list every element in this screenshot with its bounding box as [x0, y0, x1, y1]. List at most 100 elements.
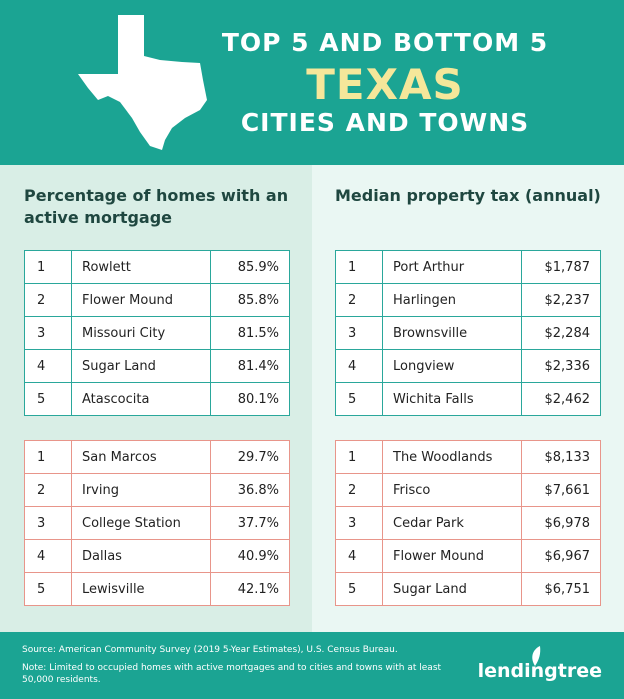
table-row: 1 Rowlett 85.9%: [24, 250, 290, 284]
table-cell: 4: [24, 349, 72, 383]
column-heading: Median property tax (annual): [335, 186, 601, 205]
table-cell: $1,787: [521, 250, 601, 284]
table-row: 3 Cedar Park $6,978: [335, 506, 601, 540]
table-cell: 5: [24, 572, 72, 606]
table-cell: 1: [335, 250, 383, 284]
source-note: Source: American Community Survey (2019 …: [22, 645, 398, 655]
table-cell: $2,462: [521, 382, 601, 416]
table-cell: 5: [335, 572, 383, 606]
footnote: Note: Limited to occupied homes with act…: [22, 663, 442, 685]
texas-shape: [78, 15, 207, 150]
table-cell: $2,336: [521, 349, 601, 383]
logo-text: lendingtree: [477, 660, 602, 682]
table-cell: 4: [335, 349, 383, 383]
table-cell: Port Arthur: [382, 250, 522, 284]
table-cell: 5: [24, 382, 72, 416]
table-row: 5 Atascocita 80.1%: [24, 382, 290, 416]
title-line: TEXAS: [306, 60, 464, 109]
ranking-table: 1 The Woodlands $8,133 2 Frisco $7,661 3 Cedar …: [335, 440, 601, 606]
table-cell: 40.9%: [210, 539, 290, 573]
ranking-table: 1 San Marcos 29.7% 2 Irving 36.8% 3 College Sta…: [24, 440, 290, 606]
ranking-table: 1 Rowlett 85.9% 2 Flower Mound 85.8% 3 Missouri…: [24, 250, 290, 416]
footer: Source: American Community Survey (2019 …: [0, 632, 624, 699]
table-cell: 85.9%: [210, 250, 290, 284]
table-cell: 81.5%: [210, 316, 290, 350]
table-cell: Frisco: [382, 473, 522, 507]
table-cell: $2,284: [521, 316, 601, 350]
table-cell: 1: [24, 440, 72, 474]
table-cell: $6,967: [521, 539, 601, 573]
table-cell: Irving: [71, 473, 211, 507]
table-cell: 2: [335, 473, 383, 507]
table-cell: 29.7%: [210, 440, 290, 474]
table-cell: 85.8%: [210, 283, 290, 317]
table-row: 1 Port Arthur $1,787: [335, 250, 601, 284]
table-cell: 81.4%: [210, 349, 290, 383]
table-cell: College Station: [71, 506, 211, 540]
ranking-table: 1 Port Arthur $1,787 2 Harlingen $2,237 3 Brown…: [335, 250, 601, 416]
table-row: 2 Harlingen $2,237: [335, 283, 601, 317]
table-cell: 3: [335, 316, 383, 350]
table-cell: Dallas: [71, 539, 211, 573]
table-row: 4 Dallas 40.9%: [24, 539, 290, 573]
table-cell: San Marcos: [71, 440, 211, 474]
table-cell: Harlingen: [382, 283, 522, 317]
table-row: 4 Flower Mound $6,967: [335, 539, 601, 573]
table-row: 5 Sugar Land $6,751: [335, 572, 601, 606]
table-body: 1 The Woodlands $8,133 2 Frisco $7,661 3 Cedar …: [335, 440, 601, 606]
table-row: 1 San Marcos 29.7%: [24, 440, 290, 474]
table-cell: 1: [24, 250, 72, 284]
table-cell: 5: [335, 382, 383, 416]
table-cell: 2: [24, 283, 72, 317]
table-cell: 42.1%: [210, 572, 290, 606]
table-row: 4 Longview $2,336: [335, 349, 601, 383]
table-cell: 3: [335, 506, 383, 540]
table-cell: Cedar Park: [382, 506, 522, 540]
table-cell: 3: [24, 316, 72, 350]
table-row: 4 Sugar Land 81.4%: [24, 349, 290, 383]
texas-silhouette: [78, 15, 207, 150]
table-cell: The Woodlands: [382, 440, 522, 474]
table-cell: Missouri City: [71, 316, 211, 350]
table-cell: 80.1%: [210, 382, 290, 416]
table-cell: 36.8%: [210, 473, 290, 507]
table-body: 1 Rowlett 85.9% 2 Flower Mound 85.8% 3 Missouri…: [24, 250, 290, 416]
logo-leaf: [531, 646, 540, 666]
table-cell: Longview: [382, 349, 522, 383]
table-cell: Sugar Land: [382, 572, 522, 606]
logo: lendingtree: [477, 646, 602, 682]
table-cell: 4: [24, 539, 72, 573]
table-row: 1 The Woodlands $8,133: [335, 440, 601, 474]
table-cell: 37.7%: [210, 506, 290, 540]
table-cell: Flower Mound: [382, 539, 522, 573]
table-cell: 1: [335, 440, 383, 474]
table-row: 2 Irving 36.8%: [24, 473, 290, 507]
table-row: 5 Lewisville 42.1%: [24, 572, 290, 606]
table-cell: 2: [335, 283, 383, 317]
table-cell: Lewisville: [71, 572, 211, 606]
table-body: 1 Port Arthur $1,787 2 Harlingen $2,237 3 Brown…: [335, 250, 601, 416]
table-cell: 3: [24, 506, 72, 540]
leaf: [531, 646, 540, 666]
table-cell: $6,978: [521, 506, 601, 540]
table-row: 3 College Station 37.7%: [24, 506, 290, 540]
header: TOP 5 AND BOTTOM 5 TEXAS CITIES AND TOWN…: [0, 0, 624, 165]
table-cell: Flower Mound: [71, 283, 211, 317]
table-cell: $2,237: [521, 283, 601, 317]
table-row: 3 Brownsville $2,284: [335, 316, 601, 350]
table-body: 1 San Marcos 29.7% 2 Irving 36.8% 3 College Sta…: [24, 440, 290, 606]
title-line: TOP 5 AND BOTTOM 5: [221, 28, 549, 57]
table-cell: 4: [335, 539, 383, 573]
table-cell: Brownsville: [382, 316, 522, 350]
table-cell: $8,133: [521, 440, 601, 474]
table-cell: Sugar Land: [71, 349, 211, 383]
table-cell: $6,751: [521, 572, 601, 606]
table-row: 5 Wichita Falls $2,462: [335, 382, 601, 416]
table-row: 3 Missouri City 81.5%: [24, 316, 290, 350]
table-row: 2 Flower Mound 85.8%: [24, 283, 290, 317]
table-cell: 2: [24, 473, 72, 507]
table-row: 2 Frisco $7,661: [335, 473, 601, 507]
table-cell: Atascocita: [71, 382, 211, 416]
column-heading: Percentage of homes with an active mortg…: [24, 186, 289, 227]
